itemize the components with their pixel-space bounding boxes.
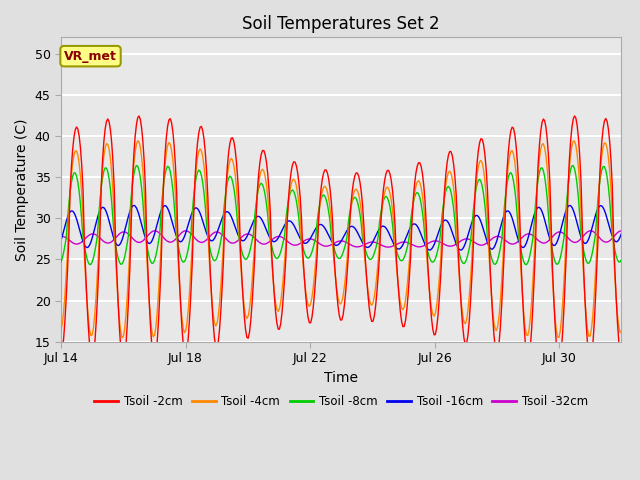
Y-axis label: Soil Temperature (C): Soil Temperature (C) <box>15 118 29 261</box>
Legend: Tsoil -2cm, Tsoil -4cm, Tsoil -8cm, Tsoil -16cm, Tsoil -32cm: Tsoil -2cm, Tsoil -4cm, Tsoil -8cm, Tsoi… <box>90 390 593 413</box>
Title: Soil Temperatures Set 2: Soil Temperatures Set 2 <box>243 15 440 33</box>
Text: VR_met: VR_met <box>64 49 117 63</box>
X-axis label: Time: Time <box>324 371 358 384</box>
